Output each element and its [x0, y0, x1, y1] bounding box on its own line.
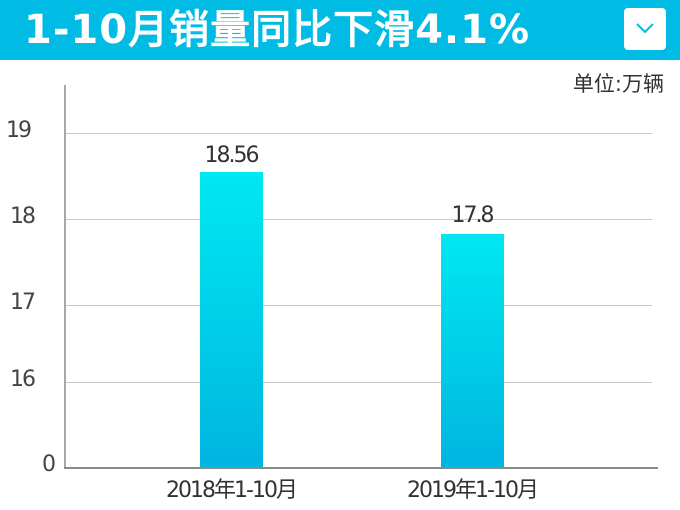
gridline-17: [66, 305, 652, 306]
chevron-down-icon: [636, 23, 654, 34]
dropdown-button[interactable]: [624, 8, 666, 50]
bar-value-2019: 17.8: [451, 203, 495, 228]
y-tick-18: 18: [10, 204, 36, 229]
bar-2019: [441, 234, 504, 467]
title-banner: 1-10月销量同比下滑4.1%: [0, 0, 680, 60]
y-axis: [64, 85, 66, 468]
x-tick-2018: 2018年1-10月: [166, 478, 298, 503]
x-axis: [64, 467, 658, 469]
unit-label: 单位:万辆: [572, 72, 664, 96]
y-tick-17: 17: [10, 290, 36, 315]
gridline-19: [66, 133, 652, 134]
bar-value-2018: 18.56: [204, 143, 260, 168]
y-tick-19: 19: [6, 118, 32, 143]
chart-title: 1-10月销量同比下滑4.1%: [24, 7, 531, 53]
y-tick-16: 16: [10, 367, 36, 392]
y-tick-0: 0: [42, 452, 56, 477]
gridline-18: [66, 219, 652, 220]
gridline-16: [66, 382, 652, 383]
x-tick-2019: 2019年1-10月: [407, 478, 539, 503]
bar-2018: [200, 172, 263, 467]
